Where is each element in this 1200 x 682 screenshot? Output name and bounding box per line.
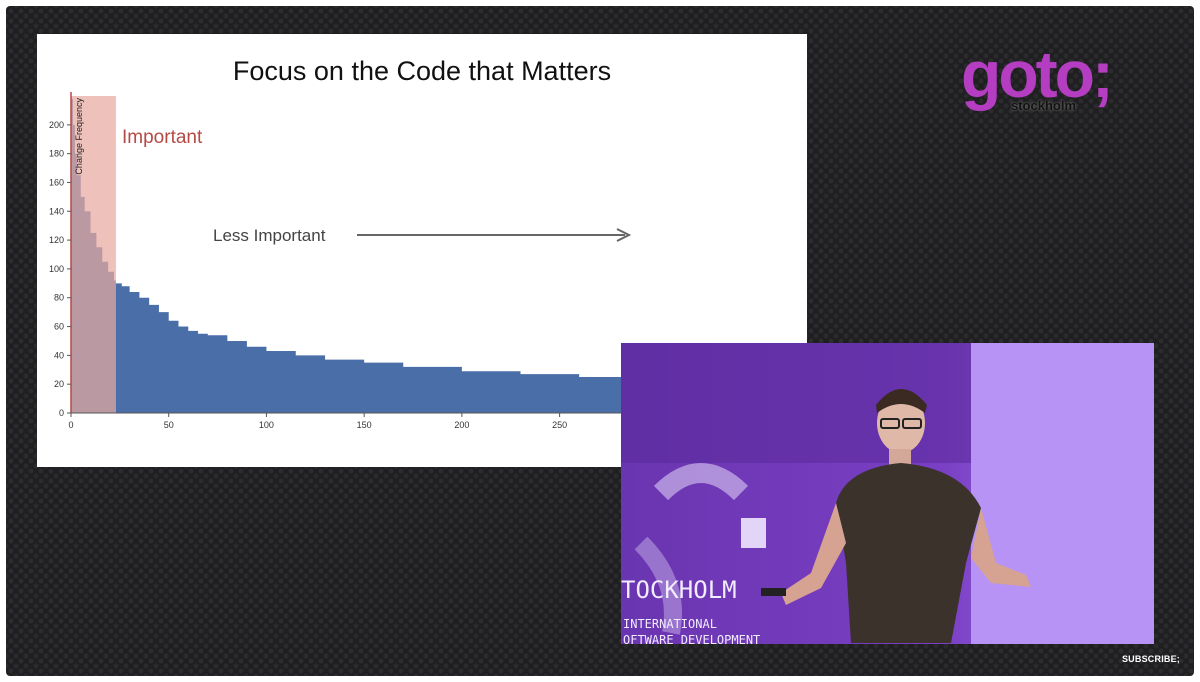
subscribe-button[interactable]: SUBSCRIBE;: [1121, 654, 1180, 664]
y-tick-label: 60: [54, 322, 64, 332]
y-tick-label: 120: [49, 235, 64, 245]
y-tick-label: 160: [49, 177, 64, 187]
x-tick-label: 250: [552, 420, 567, 430]
x-tick-label: 200: [454, 420, 469, 430]
y-tick-label: 0: [59, 408, 64, 418]
speaker-video: TOCKHOLM INTERNATIONAL OFTWARE DEVELOPME…: [621, 343, 1154, 644]
stage-sign-line-2: INTERNATIONAL: [623, 617, 717, 631]
y-tick-label: 80: [54, 293, 64, 303]
x-tick-label: 150: [357, 420, 372, 430]
less-important-annotation: Less Important: [213, 226, 326, 245]
important-annotation: Important: [122, 127, 203, 148]
y-axis-label: Change Frequency: [74, 98, 84, 175]
y-tick-label: 40: [54, 350, 64, 360]
y-tick-label: 20: [54, 379, 64, 389]
video-frame[interactable]: Focus on the Code that Matters 0 20 40 60 80…: [6, 6, 1194, 676]
y-tick-label: 200: [49, 120, 64, 130]
speaker-scene: [621, 343, 1154, 644]
y-tick-label: 140: [49, 206, 64, 216]
y-tick-label: 100: [49, 264, 64, 274]
important-region: [71, 96, 116, 413]
x-tick-label: 100: [259, 420, 274, 430]
logo-city-text: stockholm: [1011, 98, 1077, 113]
slide-title: Focus on the Code that Matters: [232, 56, 612, 86]
x-tick-label: 0: [68, 420, 73, 430]
x-tick-label: 50: [164, 420, 174, 430]
stage-sign-line-3: OFTWARE DEVELOPMENT: [623, 633, 761, 644]
stage-sign-city: TOCKHOLM: [621, 576, 737, 604]
logo-brand-text: goto;: [961, 37, 1114, 111]
arrow-head: [616, 228, 632, 242]
goto-logo: goto; stockholm: [961, 37, 1151, 124]
y-tick-label: 180: [49, 149, 64, 159]
